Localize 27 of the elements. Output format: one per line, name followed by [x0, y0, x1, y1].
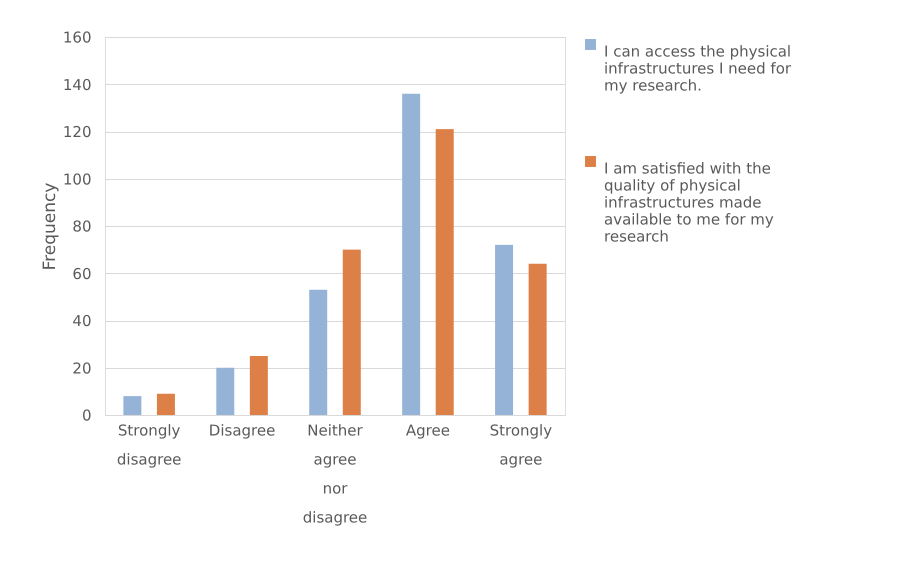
bar	[342, 250, 361, 415]
y-tick-label: 0	[82, 406, 92, 424]
x-tick-label: Agree	[406, 422, 450, 440]
bar	[309, 290, 328, 415]
y-axis-title: Frequency	[40, 182, 60, 270]
x-tick-label: Disagree	[208, 422, 276, 440]
y-tick-label: 60	[72, 264, 92, 283]
legend-label: I am satisfied with the quality of physical infrastructures made available to me for my research	[604, 160, 774, 246]
x-tick-label: Strongly agree	[490, 422, 552, 468]
y-tick-label: 160	[62, 28, 92, 46]
y-tick-label: 140	[62, 76, 92, 94]
bar	[250, 356, 268, 415]
x-tick-label: Neither agree nor disagree	[302, 422, 368, 526]
bar	[216, 368, 234, 415]
bar	[495, 244, 514, 415]
bar	[402, 94, 420, 415]
bar	[528, 264, 547, 415]
y-tick-label: 20	[72, 359, 92, 378]
y-tick-label: 100	[62, 170, 92, 188]
bar	[123, 396, 142, 415]
y-tick-label: 40	[72, 312, 92, 330]
x-tick-label: Strongly disagree	[116, 422, 182, 468]
bar	[436, 129, 454, 415]
bar	[156, 394, 175, 415]
y-tick-label: 80	[72, 218, 92, 236]
legend-label: I can access the physical infrastructures I need for my research.	[604, 42, 792, 94]
y-tick-label: 120	[62, 123, 92, 141]
